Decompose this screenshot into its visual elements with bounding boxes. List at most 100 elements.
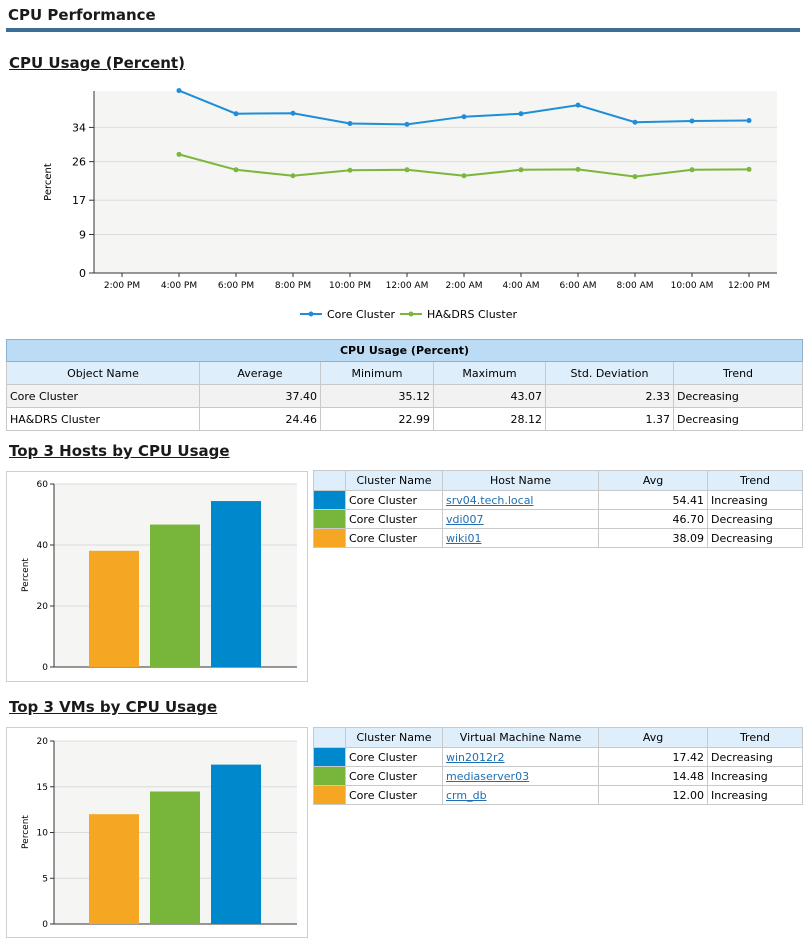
host-name-cell: wiki01 bbox=[442, 528, 599, 548]
data-point bbox=[233, 167, 239, 173]
table-row: Core Cluster vdi007 46.70 Decreasing bbox=[313, 509, 803, 529]
trend-value: Decreasing bbox=[673, 407, 803, 431]
col-minimum: Minimum bbox=[320, 361, 434, 385]
average-value: 37.40 bbox=[199, 384, 321, 408]
avg-value: 54.41 bbox=[598, 490, 708, 510]
vm-name-cell: win2012r2 bbox=[442, 747, 599, 767]
data-point bbox=[290, 110, 296, 116]
data-point bbox=[404, 121, 410, 127]
table-row: Core Cluster srv04.tech.local 54.41 Incr… bbox=[313, 490, 803, 510]
legend-marker bbox=[408, 311, 414, 317]
color-swatch bbox=[313, 785, 346, 805]
x-tick-label: 8:00 AM bbox=[617, 281, 654, 291]
trend-value: Increasing bbox=[707, 766, 803, 786]
object-name: HA&DRS Cluster bbox=[6, 407, 200, 431]
col-vm-name: Virtual Machine Name bbox=[442, 727, 599, 748]
x-tick-label: 4:00 PM bbox=[161, 281, 197, 291]
table-row: Core Cluster mediaserver03 14.48 Increas… bbox=[313, 766, 803, 786]
y-tick-label: 17 bbox=[72, 194, 86, 207]
color-swatch bbox=[313, 747, 346, 767]
minimum-value: 35.12 bbox=[320, 384, 434, 408]
col-avg: Avg bbox=[598, 470, 708, 491]
y-axis-label: Percent bbox=[43, 163, 54, 201]
plot-area bbox=[94, 91, 777, 273]
x-tick-label: 10:00 AM bbox=[671, 281, 714, 291]
data-point bbox=[575, 102, 581, 108]
col-avg: Avg bbox=[598, 727, 708, 748]
vm-link[interactable]: crm_db bbox=[446, 788, 487, 802]
col-cluster-name: Cluster Name bbox=[345, 727, 443, 748]
cpu-usage-line-chart: 0 9 17 26 34 2:00 PM 4:00 PM 6:00 PM 8:00 PM 10:… bbox=[43, 88, 777, 321]
vm-name-cell: crm_db bbox=[442, 785, 599, 805]
host-name-cell: vdi007 bbox=[442, 509, 599, 529]
y-tick-label: 26 bbox=[72, 156, 86, 169]
data-point bbox=[689, 118, 695, 124]
table-row: HA&DRS Cluster 24.46 22.99 28.12 1.37 De… bbox=[6, 407, 803, 431]
legend-marker bbox=[308, 311, 314, 317]
data-point bbox=[632, 119, 638, 125]
avg-value: 12.00 bbox=[598, 785, 708, 805]
avg-value: 46.70 bbox=[598, 509, 708, 529]
data-point bbox=[461, 173, 467, 179]
host-link[interactable]: vdi007 bbox=[446, 512, 484, 526]
cluster-name: Core Cluster bbox=[345, 747, 443, 767]
host-link[interactable]: wiki01 bbox=[446, 531, 482, 545]
y-tick-label: 9 bbox=[79, 228, 86, 241]
data-point bbox=[461, 114, 467, 120]
vm-link[interactable]: win2012r2 bbox=[446, 750, 505, 764]
col-swatch bbox=[313, 727, 346, 748]
y-tick-label: 34 bbox=[72, 121, 86, 134]
avg-value: 17.42 bbox=[598, 747, 708, 767]
minimum-value: 22.99 bbox=[320, 407, 434, 431]
trend-value: Decreasing bbox=[673, 384, 803, 408]
color-swatch bbox=[313, 528, 346, 548]
top-hosts-chart-frame bbox=[6, 471, 308, 682]
trend-value: Decreasing bbox=[707, 509, 803, 529]
table-row: Core Cluster wiki01 38.09 Decreasing bbox=[313, 528, 803, 548]
col-maximum: Maximum bbox=[433, 361, 546, 385]
cluster-name: Core Cluster bbox=[345, 785, 443, 805]
data-point bbox=[689, 167, 695, 173]
cluster-name: Core Cluster bbox=[345, 490, 443, 510]
object-name: Core Cluster bbox=[6, 384, 200, 408]
legend-label: HA&DRS Cluster bbox=[427, 308, 517, 321]
col-trend: Trend bbox=[673, 361, 803, 385]
trend-value: Increasing bbox=[707, 490, 803, 510]
x-tick-label: 12:00 AM bbox=[386, 281, 429, 291]
col-cluster-name: Cluster Name bbox=[345, 470, 443, 491]
data-point bbox=[290, 173, 296, 179]
top-hosts-heading: Top 3 Hosts by CPU Usage bbox=[9, 442, 230, 460]
cluster-name: Core Cluster bbox=[345, 509, 443, 529]
title-divider bbox=[6, 28, 800, 32]
cluster-name: Core Cluster bbox=[345, 528, 443, 548]
data-point bbox=[404, 167, 410, 173]
average-value: 24.46 bbox=[199, 407, 321, 431]
col-trend: Trend bbox=[707, 727, 803, 748]
col-trend: Trend bbox=[707, 470, 803, 491]
cluster-name: Core Cluster bbox=[345, 766, 443, 786]
color-swatch bbox=[313, 490, 346, 510]
x-tick-label: 8:00 PM bbox=[275, 281, 311, 291]
data-point bbox=[746, 166, 752, 172]
host-link[interactable]: srv04.tech.local bbox=[446, 493, 534, 507]
color-swatch bbox=[313, 766, 346, 786]
cpu-usage-heading: CPU Usage (Percent) bbox=[9, 54, 185, 72]
data-point bbox=[575, 166, 581, 172]
data-point bbox=[518, 167, 524, 173]
table-row: Core Cluster crm_db 12.00 Increasing bbox=[313, 785, 803, 805]
host-name-cell: srv04.tech.local bbox=[442, 490, 599, 510]
trend-value: Decreasing bbox=[707, 747, 803, 767]
vm-link[interactable]: mediaserver03 bbox=[446, 769, 530, 783]
col-object-name: Object Name bbox=[6, 361, 200, 385]
data-point bbox=[746, 118, 752, 124]
x-tick-label: 12:00 PM bbox=[728, 281, 770, 291]
data-point bbox=[347, 121, 353, 127]
cpu-usage-table: CPU Usage (Percent) Object Name Average … bbox=[6, 339, 803, 431]
data-point bbox=[347, 167, 353, 173]
data-point bbox=[632, 174, 638, 180]
top-vms-heading: Top 3 VMs by CPU Usage bbox=[9, 698, 218, 716]
data-point bbox=[176, 151, 182, 157]
data-point bbox=[233, 111, 239, 117]
x-tick-label: 6:00 PM bbox=[218, 281, 254, 291]
std-deviation-value: 1.37 bbox=[545, 407, 674, 431]
